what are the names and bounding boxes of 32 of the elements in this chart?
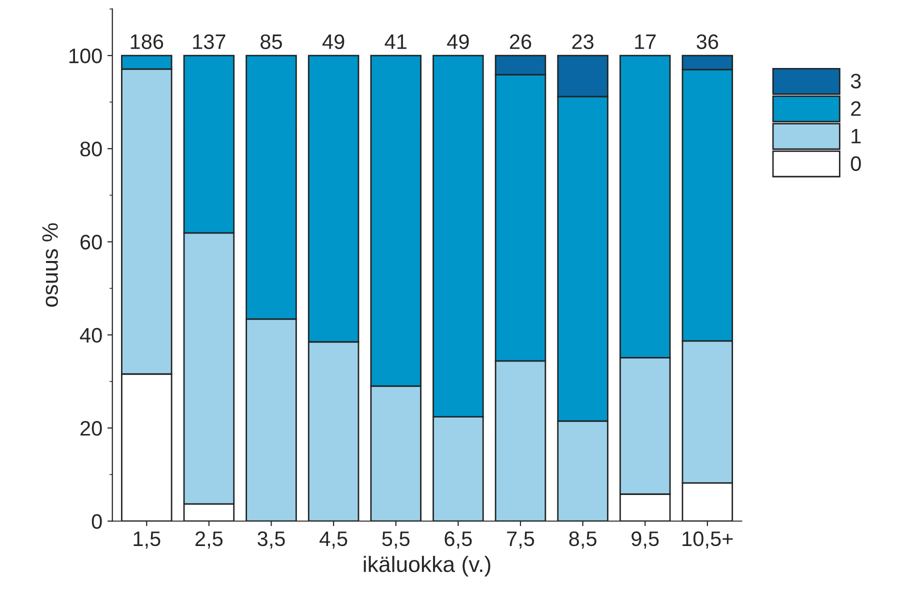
annotation: 17 <box>635 34 656 49</box>
annotation: 137 <box>193 34 226 50</box>
annotation: 49 <box>447 34 469 50</box>
y-tick-label: 40 <box>80 328 102 343</box>
y-tick-label: 60 <box>80 234 102 250</box>
x-tick-label: 6,5 <box>444 531 472 549</box>
annotation: 41 <box>384 34 406 49</box>
y-tick-label: 100 <box>69 48 102 64</box>
x-tick-label: 10,5+ <box>682 531 733 549</box>
x-tick-label: 8,5 <box>569 531 596 549</box>
legend-label: 0 <box>850 156 861 171</box>
legend-label: 3 <box>850 74 861 88</box>
x-tick-label: 3,5 <box>258 531 285 549</box>
annotation: 85 <box>260 34 282 50</box>
legend-label: 1 <box>852 128 861 144</box>
y-tick-label: 80 <box>80 142 102 156</box>
annotation: 36 <box>696 34 718 50</box>
x-axis-title: ikäluokka (v.) <box>364 556 490 577</box>
annotation: 49 <box>322 34 344 50</box>
x-tick-label: 1,5 <box>134 532 160 549</box>
annotation: 26 <box>510 34 532 50</box>
y-axis-title: osuus % <box>42 223 58 307</box>
x-tick-label: 5,5 <box>382 532 410 549</box>
legend-label: 2 <box>851 101 861 116</box>
y-tick-label: 20 <box>80 421 102 436</box>
y-tick-label: 0 <box>92 514 102 529</box>
x-tick-label: 2,5 <box>196 531 223 549</box>
annotation: 186 <box>130 34 164 50</box>
x-tick-label: 7,5 <box>507 532 534 549</box>
annotation: 23 <box>572 34 594 50</box>
x-tick-label: 4,5 <box>320 532 348 549</box>
x-tick-label: 9,5 <box>632 531 659 549</box>
